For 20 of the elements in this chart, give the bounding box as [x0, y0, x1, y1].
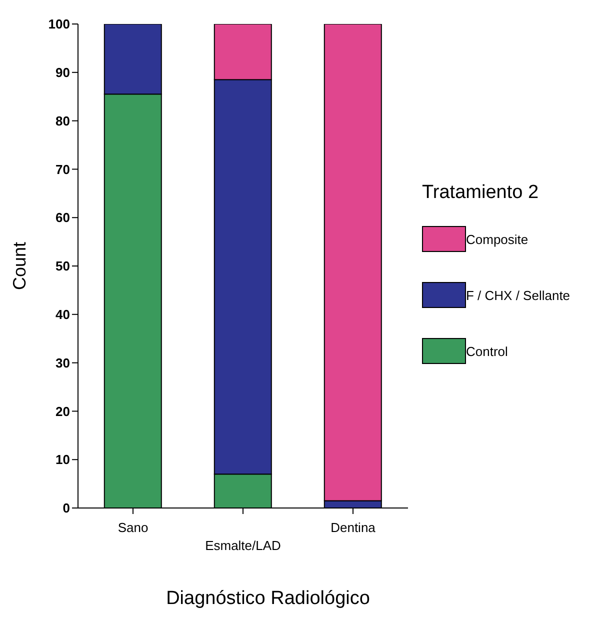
legend-label: Composite — [466, 232, 528, 246]
y-tick-label: 40 — [56, 307, 70, 322]
y-axis-title: Count — [9, 242, 30, 290]
x-tick-label: Sano — [118, 520, 148, 535]
x-tick-label: Dentina — [330, 520, 376, 535]
y-tick-label: 70 — [56, 162, 70, 177]
x-axis-title: Diagnóstico Radiológico — [165, 588, 371, 610]
y-tick-label: 20 — [56, 404, 70, 419]
x-tick-label: Esmalte/LAD — [205, 538, 281, 553]
y-tick-label: 10 — [56, 452, 70, 468]
legend-label: F / CHX / Sellante — [466, 288, 570, 302]
y-tick-label: 100 — [48, 16, 70, 32]
legend-title: Tratamiento 2 — [422, 182, 540, 204]
y-tick-label: 90 — [56, 65, 70, 80]
y-tick-label: 30 — [56, 355, 70, 370]
y-tick-label: 0 — [62, 500, 70, 516]
y-tick-label: 50 — [56, 258, 70, 274]
legend-label: Control — [466, 344, 508, 358]
y-tick-label: 80 — [56, 113, 70, 128]
y-tick-label: 60 — [56, 210, 70, 226]
